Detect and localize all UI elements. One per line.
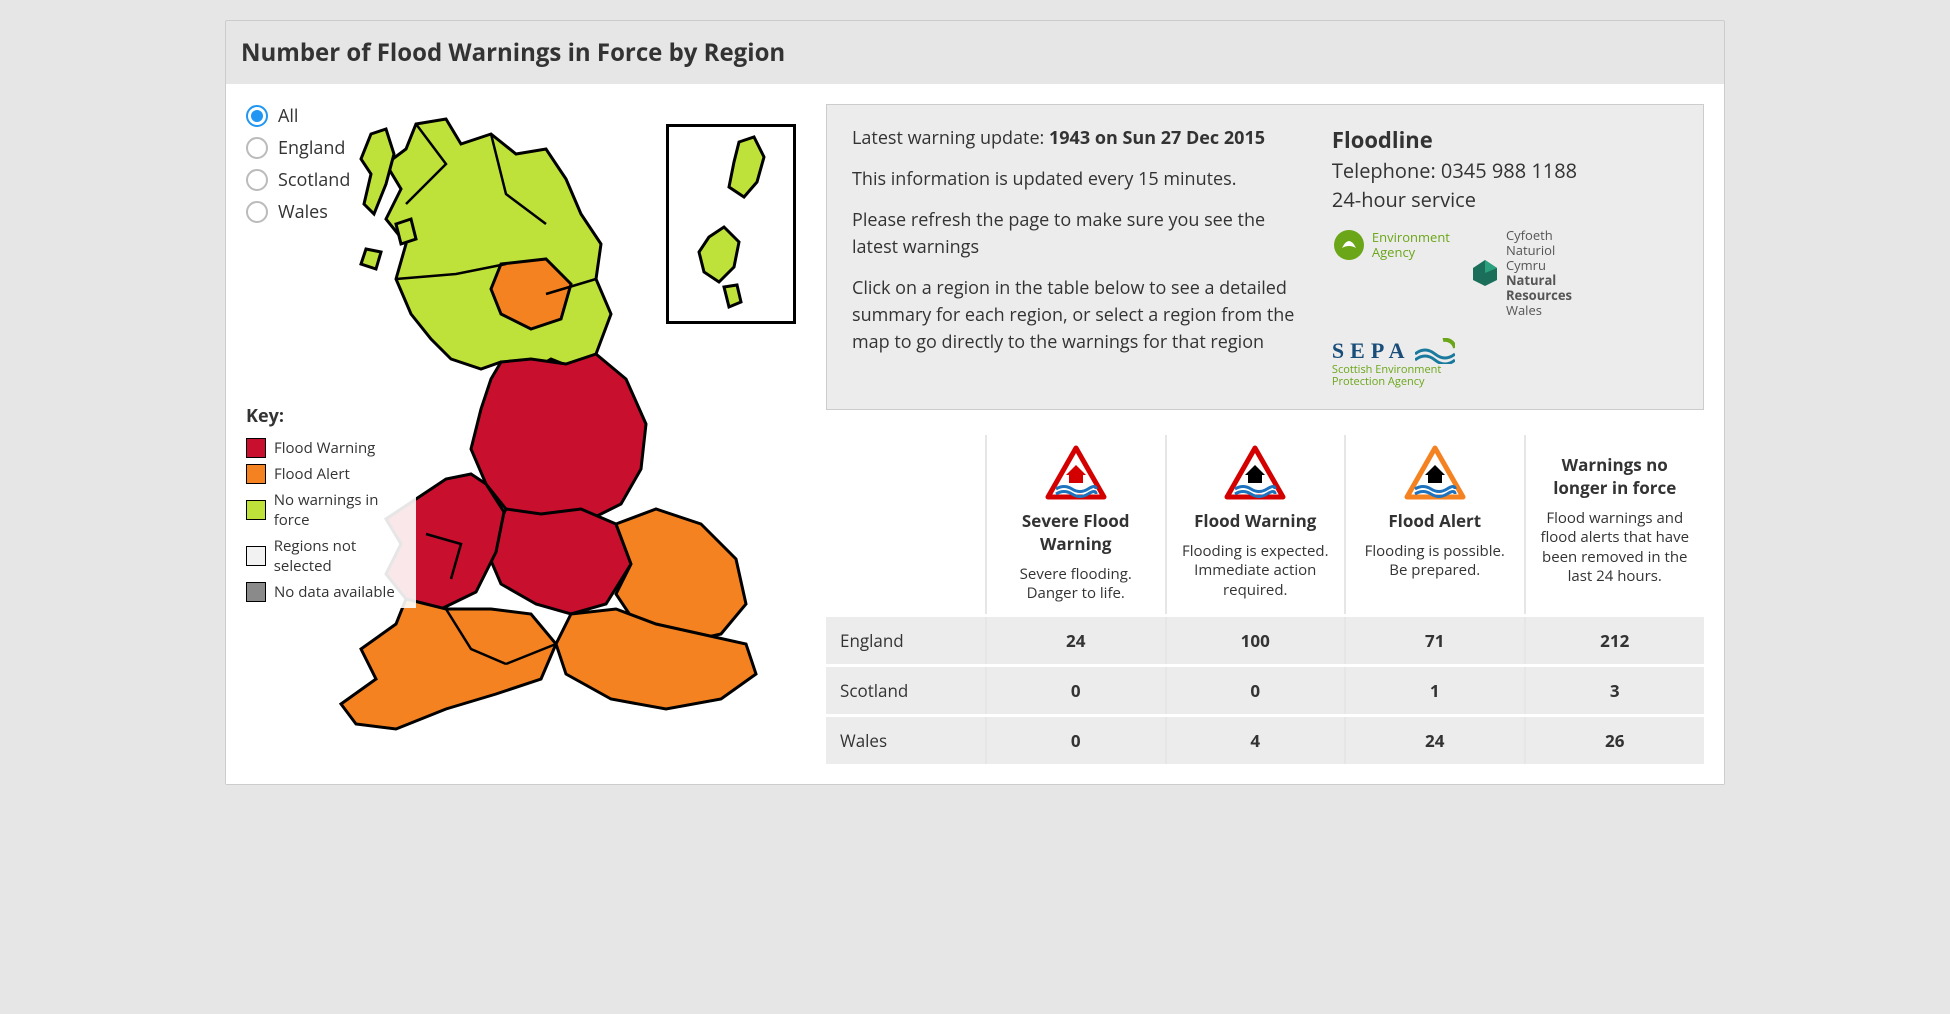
map-inset-islands[interactable] [666,124,796,324]
value-cell: 0 [986,715,1166,764]
warning-triangle-icon [1181,445,1331,501]
floodline-hours: 24-hour service [1332,186,1678,213]
key-item: Regions not selected [246,536,416,576]
info-box: Latest warning update: 1943 on Sun 27 De… [826,104,1704,410]
key-label: No warnings in force [274,490,416,530]
table-row[interactable]: England2410071212 [826,615,1704,665]
table-column-header: Flood Alert Flooding is possible. Be prep… [1345,435,1525,616]
panel-body: AllEnglandScotlandWales [226,84,1724,784]
key-item: No data available [246,582,416,602]
flood-warnings-panel: Number of Flood Warnings in Force by Reg… [225,20,1725,785]
column-desc: Flooding is expected. Immediate action r… [1181,542,1331,601]
key-label: Flood Alert [274,464,350,484]
table-column-header: Flood Warning Flooding is expected. Immed… [1166,435,1346,616]
warning-triangle-icon [1001,445,1151,501]
value-cell: 24 [1345,715,1525,764]
update-timestamp: 1943 on Sun 27 Dec 2015 [1049,126,1265,150]
key-swatch [246,438,266,458]
radio-icon [246,201,268,223]
value-cell: 100 [1166,615,1346,665]
key-swatch [246,546,266,566]
info-text: Latest warning update: 1943 on Sun 27 De… [852,125,1302,389]
table-column-header: Severe Flood Warning Severe flooding. Dan… [986,435,1166,616]
map-key: Key: Flood Warning Flood Alert No warnings… [246,404,416,608]
radio-label: All [278,104,298,128]
column-desc: Severe flooding. Danger to life. [1001,565,1151,604]
warning-triangle-icon [1360,445,1510,501]
floodline-info: Floodline Telephone: 0345 988 1188 24-ho… [1332,125,1678,389]
radio-icon [246,169,268,191]
value-cell: 1 [1345,665,1525,715]
column-title: Flood Alert [1360,509,1510,532]
map-region-scotland[interactable] [386,119,611,374]
left-column: All England Scotland Wales [246,104,806,764]
key-item: No warnings in force [246,490,416,530]
update-prefix: Latest warning update: [852,126,1049,150]
value-cell: 212 [1525,615,1705,665]
region-cell[interactable]: England [826,615,986,665]
key-item: Flood Warning [246,438,416,458]
map-region-england-southwest[interactable] [341,599,556,729]
region-filter-england[interactable]: England [246,136,350,160]
key-label: Flood Warning [274,438,375,458]
radio-label: England [278,136,345,160]
radio-label: Wales [278,200,328,224]
refresh-interval-text: This information is updated every 15 min… [852,166,1302,193]
radio-icon [246,105,268,127]
key-swatch [246,582,266,602]
instructions-text: Click on a region in the table below to … [852,275,1302,356]
table-row[interactable]: Wales042426 [826,715,1704,764]
panel-title: Number of Flood Warnings in Force by Reg… [226,21,1724,84]
column-desc: Flood warnings and flood alerts that hav… [1540,509,1691,587]
value-cell: 0 [1166,665,1346,715]
table-row[interactable]: Scotland0013 [826,665,1704,715]
floodline-telephone: Telephone: 0345 988 1188 [1332,157,1678,184]
right-column: Latest warning update: 1943 on Sun 27 De… [826,104,1704,764]
value-cell: 0 [986,665,1166,715]
radio-label: Scotland [278,168,350,192]
map-region-england-north[interactable] [471,354,646,524]
value-cell: 26 [1525,715,1705,764]
table-column-header: Warnings no longer in force Flood warning… [1525,435,1705,616]
region-filter-all[interactable]: All [246,104,350,128]
key-label: Regions not selected [274,536,416,576]
value-cell: 24 [986,615,1166,665]
key-swatch [246,464,266,484]
floodline-title: Floodline [1332,125,1678,155]
refresh-ask-text: Please refresh the page to make sure you… [852,207,1302,261]
column-desc: Flooding is possible. Be prepared. [1360,542,1510,581]
map-region-hebrides[interactable] [361,129,394,214]
logo-sepa: SEPA Scottish Environment Protection Age… [1332,338,1512,389]
logo-environment-agency: EnvironmentAgency [1332,228,1450,262]
logo-natural-resources-wales: Cyfoeth Naturiol Cymru Natural Resources… [1470,228,1572,318]
column-title: Warnings no longer in force [1540,453,1691,499]
map-region-england-midlands[interactable] [486,509,631,614]
table-corner-cell [826,435,986,616]
value-cell: 71 [1345,615,1525,665]
region-cell[interactable]: Wales [826,715,986,764]
column-title: Severe Flood Warning [1001,509,1151,555]
region-filter-wales[interactable]: Wales [246,200,350,224]
warnings-table: Severe Flood Warning Severe flooding. Dan… [826,435,1704,764]
radio-icon [246,137,268,159]
key-item: Flood Alert [246,464,416,484]
region-cell[interactable]: Scotland [826,665,986,715]
key-title: Key: [246,404,416,428]
value-cell: 3 [1525,665,1705,715]
key-swatch [246,500,266,520]
value-cell: 4 [1166,715,1346,764]
key-label: No data available [274,582,395,602]
agency-logos-row: EnvironmentAgency Cyfoeth Naturiol Cymru… [1332,228,1678,389]
column-title: Flood Warning [1181,509,1331,532]
region-filter-scotland[interactable]: Scotland [246,168,350,192]
region-filter-list: All England Scotland Wales [246,104,350,232]
